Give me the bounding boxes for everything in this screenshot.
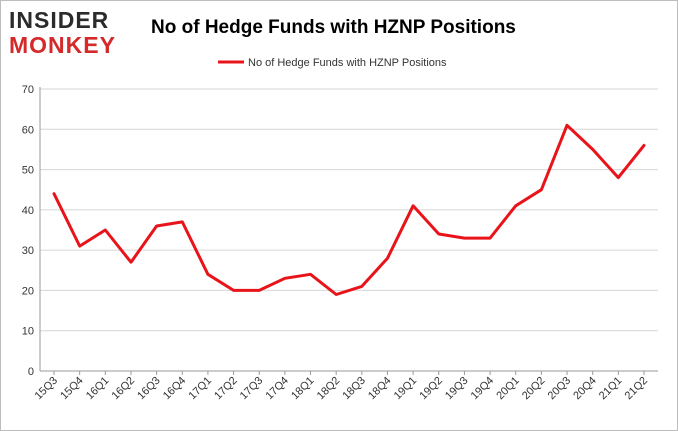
x-tick-label: 15Q3 [33,375,61,403]
x-tick-label: 18Q1 [289,375,317,403]
y-tick-label: 0 [28,366,34,378]
x-tick-label: 20Q2 [520,375,548,403]
x-tick-label: 19Q2 [417,375,445,403]
x-tick-label: 16Q1 [84,375,112,403]
x-tick-label: 18Q4 [366,375,394,403]
x-tick-label: 19Q1 [392,375,420,403]
y-tick-label: 10 [22,326,34,338]
x-tick-label: 17Q2 [212,375,240,403]
x-tick-label: 20Q1 [494,375,522,403]
x-tick-label: 17Q1 [187,375,215,403]
y-tick-label: 70 [22,84,34,96]
x-tick-label: 18Q3 [340,375,368,403]
x-tick-label: 20Q4 [571,375,599,403]
legend-label: No of Hedge Funds with HZNP Positions [248,57,447,69]
x-tick-label: 16Q4 [161,375,189,403]
x-tick-label: 17Q3 [238,375,266,403]
chart-title: No of Hedge Funds with HZNP Positions [151,17,516,38]
x-tick-label: 18Q2 [315,375,343,403]
x-tick-label: 15Q4 [58,375,86,403]
y-tick-label: 40 [22,205,34,217]
x-tick-label: 16Q3 [135,375,163,403]
logo-text-top: INSIDER [9,7,110,33]
x-tick-label: 21Q2 [623,375,651,403]
x-tick-label: 16Q2 [110,375,138,403]
x-tick-label: 17Q4 [263,375,291,403]
logo-text-bottom: MONKEY [9,32,116,58]
y-tick-label: 20 [22,285,34,297]
x-tick-label: 19Q3 [443,375,471,403]
y-tick-label: 50 [22,165,34,177]
x-tick-label: 19Q4 [469,375,497,403]
insider-monkey-logo: INSIDER MONKEY [9,9,127,57]
x-tick-label: 21Q1 [597,375,625,403]
y-tick-label: 30 [22,245,34,257]
y-tick-label: 60 [22,124,34,136]
x-tick-label: 20Q3 [546,375,574,403]
series-line [52,123,646,296]
